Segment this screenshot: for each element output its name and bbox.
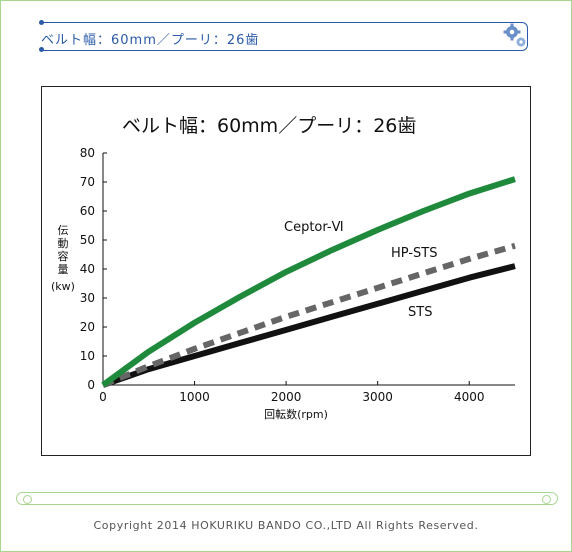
header-dot-top [39, 20, 44, 25]
y-tick-label: 40 [80, 262, 95, 276]
x-tick-label: 0 [99, 390, 107, 404]
x-tick-label: 3000 [362, 390, 393, 404]
series-line-2 [102, 263, 516, 388]
chart-panel: ベルト幅：60mm／プーリ：26歯 伝 動 容 量 (kw) 回転数(rpm) … [41, 86, 531, 456]
rail-knob-left [23, 495, 32, 504]
series-label-0: Ceptor-Ⅵ [284, 220, 344, 235]
y-axis-label-char-0: 伝 [58, 224, 69, 237]
series-line-1 [101, 242, 516, 388]
line-chart: ベルト幅：60mm／プーリ：26歯 伝 動 容 量 (kw) 回転数(rpm) … [51, 115, 516, 421]
x-tick-label: 2000 [271, 390, 302, 404]
series-label-2: STS [408, 305, 432, 320]
header-dot-bottom [39, 47, 44, 52]
y-tick-label: 0 [87, 378, 95, 392]
y-tick-label: 30 [80, 291, 95, 305]
y-axis-label-unit: (kw) [51, 280, 75, 293]
bottom-rail [16, 492, 558, 505]
header-title: ベルト幅：60mm／プーリ：26歯 [41, 33, 260, 48]
y-tick-label: 70 [80, 175, 95, 189]
series-label-1: HP-STS [391, 246, 437, 261]
y-tick-label: 20 [80, 320, 95, 334]
y-axis-label-char-2: 容 [58, 249, 69, 263]
y-axis-label-char-1: 動 [58, 236, 69, 250]
y-tick-label: 60 [80, 204, 95, 218]
rail-knob-right [542, 495, 551, 504]
x-tick-label: 1000 [179, 390, 210, 404]
header-bar [41, 22, 528, 51]
y-tick-label: 80 [80, 146, 95, 160]
y-tick-label: 10 [80, 349, 95, 363]
y-axis-label-char-3: 量 [58, 263, 69, 276]
x-axis-label: 回転数(rpm) [264, 408, 328, 421]
gear-icon [503, 23, 526, 47]
chart-title: ベルト幅：60mm／プーリ：26歯 [122, 115, 416, 137]
y-tick-label: 50 [80, 233, 95, 247]
copyright-text: Copyright 2014 HOKURIKU BANDO CO.,LTD Al… [93, 519, 479, 532]
series-line-0 [101, 176, 516, 388]
x-tick-label: 4000 [454, 390, 485, 404]
